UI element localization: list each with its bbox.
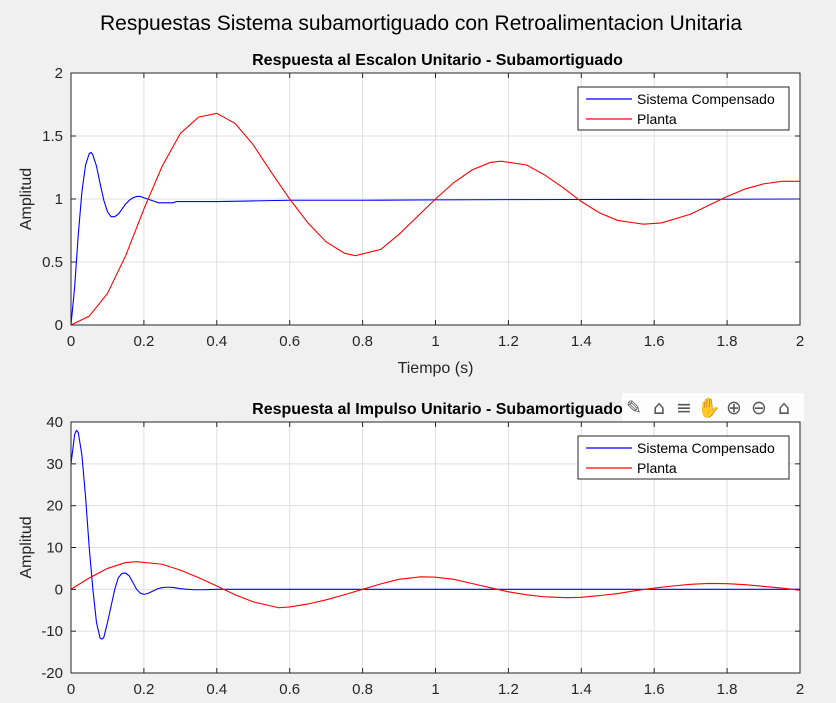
impulse-x-tick-label: 2	[796, 681, 804, 698]
step-series-sistema-compensado-line	[71, 151, 800, 325]
step-x-tick-label: 0.8	[352, 333, 373, 350]
pan-hand-icon[interactable]: ✋	[697, 396, 721, 419]
step-y-tick-label: 0.5	[42, 254, 63, 271]
toolbar-background	[622, 393, 804, 421]
step-legend-entry: Planta	[637, 111, 677, 127]
impulse-y-tick-label: -20	[41, 665, 63, 682]
impulse-response-axes[interactable]: 0 0.2 0.4 0.6 0.8 1 1.2 1.4 1.6 1.8 2 -20 -10 0 10 20 30…	[18, 401, 804, 698]
impulse-y-tick-label: -10	[41, 623, 63, 640]
impulse-x-tick-label: 0.2	[133, 681, 154, 698]
impulse-legend-entry: Sistema Compensado	[637, 440, 775, 456]
zoom-out-icon[interactable]: ⊖	[751, 397, 767, 419]
step-y-tick-label: 1.5	[42, 128, 63, 145]
home-icon[interactable]: ⌂	[778, 397, 790, 419]
impulse-legend-box	[577, 435, 790, 480]
step-x-tick-label: 0.2	[133, 333, 154, 350]
figure-suptitle: Respuestas Sistema subamortiguado con Re…	[100, 12, 742, 35]
impulse-x-tick-label: 1	[431, 681, 439, 698]
linked-plot-icon[interactable]: ≡	[676, 397, 692, 419]
step-x-tick-label: 2	[796, 333, 804, 350]
step-response-axes[interactable]: 0 0.2 0.4 0.6 0.8 1 1.2 1.4 1.6 1.8 2 0 0.5 1 1.5 2 Resp…	[18, 52, 804, 377]
impulse-x-tick-label: 1.2	[498, 681, 519, 698]
impulse-y-tick-label: 10	[46, 540, 63, 557]
data-tips-icon[interactable]: ✎	[626, 397, 642, 419]
step-x-tick-label: 1.2	[498, 333, 519, 350]
step-x-tick-label: 0.4	[206, 333, 227, 350]
impulse-y-tick-label: 40	[46, 414, 63, 431]
step-legend-box	[577, 86, 790, 131]
step-y-axis-label: Amplitud	[18, 168, 35, 230]
step-y-tick-label: 0	[55, 317, 63, 334]
zoom-in-icon[interactable]: ⊕	[726, 397, 742, 419]
step-x-axis-label: Tiempo (s)	[398, 360, 474, 377]
impulse-legend[interactable]: Sistema Compensado Planta	[577, 435, 790, 480]
brush-icon[interactable]: ⌂	[653, 397, 665, 419]
step-axes-title: Respuesta al Escalon Unitario - Subamort…	[252, 52, 623, 69]
step-y-tick-label: 1	[55, 191, 63, 208]
step-x-tick-label: 1.8	[717, 333, 738, 350]
axes-toolbar[interactable]: ✎ ⌂ ≡ ✋ ⊕ ⊖ ⌂	[622, 393, 804, 421]
step-x-tick-label: 1.6	[644, 333, 665, 350]
step-x-tick-label: 0	[67, 333, 75, 350]
step-y-tick-label: 2	[55, 65, 63, 82]
step-legend-entry: Sistema Compensado	[637, 91, 775, 107]
step-x-tick-label: 1	[431, 333, 439, 350]
impulse-x-tick-label: 0.4	[206, 681, 227, 698]
impulse-y-tick-label: 30	[46, 456, 63, 473]
step-legend[interactable]: Sistema Compensado Planta	[577, 86, 790, 131]
impulse-series-planta-line	[71, 561, 800, 609]
step-x-tick-label: 0.6	[279, 333, 300, 350]
impulse-y-tick-label: 0	[55, 581, 63, 598]
impulse-x-tick-label: 1.4	[571, 681, 592, 698]
impulse-axes-title: Respuesta al Impulso Unitario - Subamort…	[252, 401, 623, 418]
impulse-x-tick-label: 1.8	[717, 681, 738, 698]
impulse-x-tick-label: 0.6	[279, 681, 300, 698]
impulse-series-sistema-compensado-line	[71, 429, 800, 640]
impulse-x-tick-label: 0	[67, 681, 75, 698]
impulse-legend-entry: Planta	[637, 460, 677, 476]
impulse-y-axis-label: Amplitud	[18, 516, 35, 578]
step-x-tick-label: 1.4	[571, 333, 592, 350]
impulse-x-tick-label: 0.8	[352, 681, 373, 698]
step-series-planta-line	[71, 112, 800, 325]
impulse-y-tick-label: 20	[46, 498, 63, 515]
impulse-x-tick-label: 1.6	[644, 681, 665, 698]
